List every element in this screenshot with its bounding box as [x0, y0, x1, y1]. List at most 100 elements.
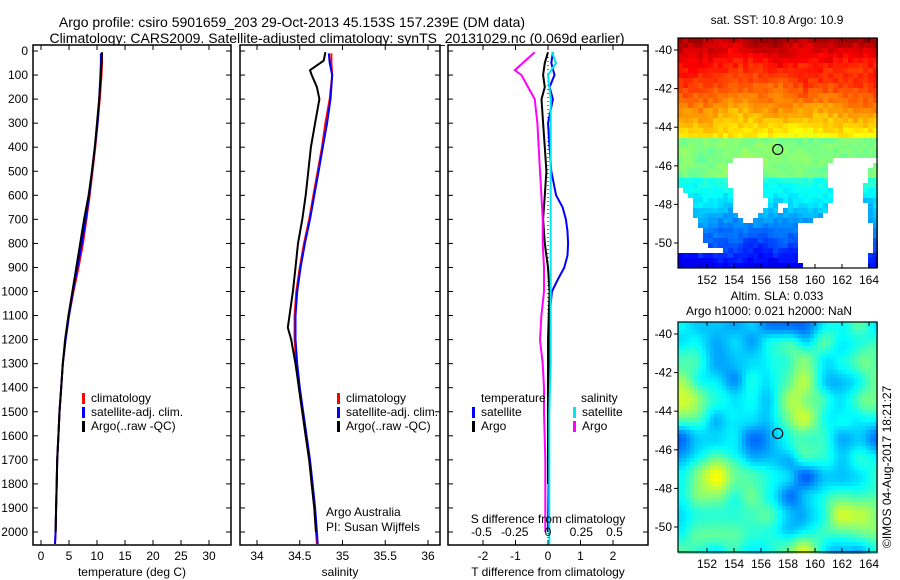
s-diff-tick-label: 0.25 [570, 525, 594, 539]
lat-tick-label: -50 [655, 236, 673, 250]
legend-swatch [337, 407, 340, 418]
plot-frame [32, 44, 232, 546]
depth-tick-label: 0 [21, 44, 28, 58]
lon-tick-label: 158 [778, 273, 798, 287]
depth-tick-label: 1100 [2, 309, 28, 323]
sst-field [678, 38, 878, 268]
lon-tick-label: 160 [805, 273, 825, 287]
x-tick-label: 0 [545, 549, 552, 563]
map-frame [677, 37, 878, 269]
sst-map-title: sat. SST: 10.8 Argo: 10.9 [711, 13, 844, 27]
legend-label: satellite [582, 405, 623, 419]
lat-tick-label: -48 [655, 197, 673, 211]
legend-header-salinity: salinity [581, 391, 618, 405]
legend-swatch [472, 407, 475, 418]
legend-label: satellite [481, 405, 522, 419]
x-tick-label: 20 [146, 549, 160, 563]
legend-label: Argo(..raw -QC) [346, 419, 431, 433]
lon-tick-label: 156 [751, 557, 771, 571]
lat-tick-label: -42 [655, 82, 673, 96]
argo-position-marker [772, 143, 784, 156]
x-axis-label: temperature (deg C) [78, 565, 186, 579]
lat-tick-label: -40 [655, 327, 673, 341]
legend-label: Argo [481, 419, 507, 433]
annotation-pi: PI: Susan Wijffels [326, 520, 420, 534]
sla-map: -40 -42 -44 -46 -48 -50 152 154 156 158 160 162 164 A… [655, 289, 880, 571]
legend-label: satellite-adj. clim. [346, 405, 438, 419]
lat-tick-label: -44 [655, 404, 673, 418]
title-line-2: Climatology: CARS2009. Satellite-adjuste… [49, 30, 624, 46]
title-line-1: Argo profile: csiro 5901659_203 29-Oct-2… [59, 14, 525, 30]
lon-tick-label: 158 [778, 557, 798, 571]
legend-swatch [337, 393, 340, 404]
x-tick-label: 2 [610, 549, 617, 563]
depth-tick-label: 100 [8, 68, 28, 82]
difference-panel: -2 -1 0 1 2 T difference from climatology -0.5… [447, 44, 649, 579]
x-tick-label: 35 [336, 549, 350, 563]
legend-header-temperature: temperature [481, 391, 546, 405]
depth-tick-label: 1700 [1, 453, 28, 467]
sst-map: -40 -42 -44 -46 -48 -50 152 154 156 158 160 162 164 s… [655, 13, 880, 287]
x-tick-label: 0 [38, 549, 45, 563]
lon-tick-label: 162 [832, 273, 852, 287]
legend-label: climatology [91, 391, 151, 405]
lat-tick-label: -46 [655, 159, 673, 173]
s-diff-tick-label: 0 [545, 525, 552, 539]
x-tick-label: -1 [510, 549, 521, 563]
legend-swatch [573, 407, 576, 418]
lon-tick-label: 152 [697, 557, 717, 571]
depth-tick-label: 600 [8, 188, 28, 202]
legend-swatch [82, 393, 85, 404]
s-diff-tick-label: -0.25 [501, 525, 529, 539]
legend-swatch [573, 421, 576, 432]
legend-swatch [82, 421, 85, 432]
lon-tick-label: 164 [859, 557, 879, 571]
s-diff-tick-label: -0.5 [471, 525, 492, 539]
x-tick-label: 35.5 [374, 549, 398, 563]
x-axis-label: salinity [322, 565, 359, 579]
legend-swatch [82, 407, 85, 418]
x-tick-label: 10 [90, 549, 104, 563]
lon-tick-label: 154 [724, 557, 744, 571]
depth-tick-label: 1900 [1, 501, 28, 515]
x-tick-label: 15 [118, 549, 132, 563]
x-tick-label: 5 [66, 549, 73, 563]
lon-tick-label: 164 [859, 273, 879, 287]
lat-tick-label: -46 [655, 443, 673, 457]
x-axis-label: T difference from climatology [471, 565, 625, 579]
credit-text: ©IMOS 04-Aug-2017 18:21:27 [880, 385, 894, 548]
depth-tick-label: 700 [8, 212, 28, 226]
x-tick-label: -2 [478, 549, 489, 563]
legend-label: Argo(..raw -QC) [91, 419, 176, 433]
depth-tick-label: 1200 [1, 333, 28, 347]
x-tick-label: 30 [202, 549, 216, 563]
series-line-argo [54, 52, 103, 533]
argo-height-title: Argo h1000: 0.021 h2000: NaN [686, 304, 852, 318]
argo-position-marker [772, 427, 784, 440]
legend-label: climatology [346, 391, 406, 405]
plot-frame [239, 44, 441, 546]
lat-tick-label: -42 [655, 366, 673, 380]
depth-tick-label: 1300 [1, 357, 28, 371]
sla-map-title: Altim. SLA: 0.033 [731, 289, 824, 303]
series-line-t-satellite [546, 52, 570, 533]
depth-tick-label: 1800 [1, 477, 28, 491]
lon-tick-label: 154 [724, 273, 744, 287]
legend-label: Argo [582, 419, 608, 433]
salinity-panel: 34 34.5 35 35.5 36 salinity climatologysatelli… [239, 44, 441, 579]
lat-tick-label: -40 [655, 43, 673, 57]
temperature-panel: 0 5 10 15 20 25 30 temperature (deg C) 0 100 200 30… [1, 44, 232, 579]
lon-tick-label: 156 [751, 273, 771, 287]
x-tick-label: 36 [421, 549, 435, 563]
depth-tick-label: 400 [8, 140, 28, 154]
legend-label: satellite-adj. clim. [91, 405, 183, 419]
depth-tick-label: 2000 [1, 525, 28, 539]
depth-tick-label: 200 [8, 92, 28, 106]
x-tick-label: 34.5 [288, 549, 312, 563]
lat-tick-label: -50 [655, 520, 673, 534]
depth-tick-label: 500 [8, 164, 28, 178]
depth-tick-label: 900 [8, 260, 28, 274]
lon-tick-label: 162 [832, 557, 852, 571]
depth-tick-label: 1000 [1, 285, 28, 299]
